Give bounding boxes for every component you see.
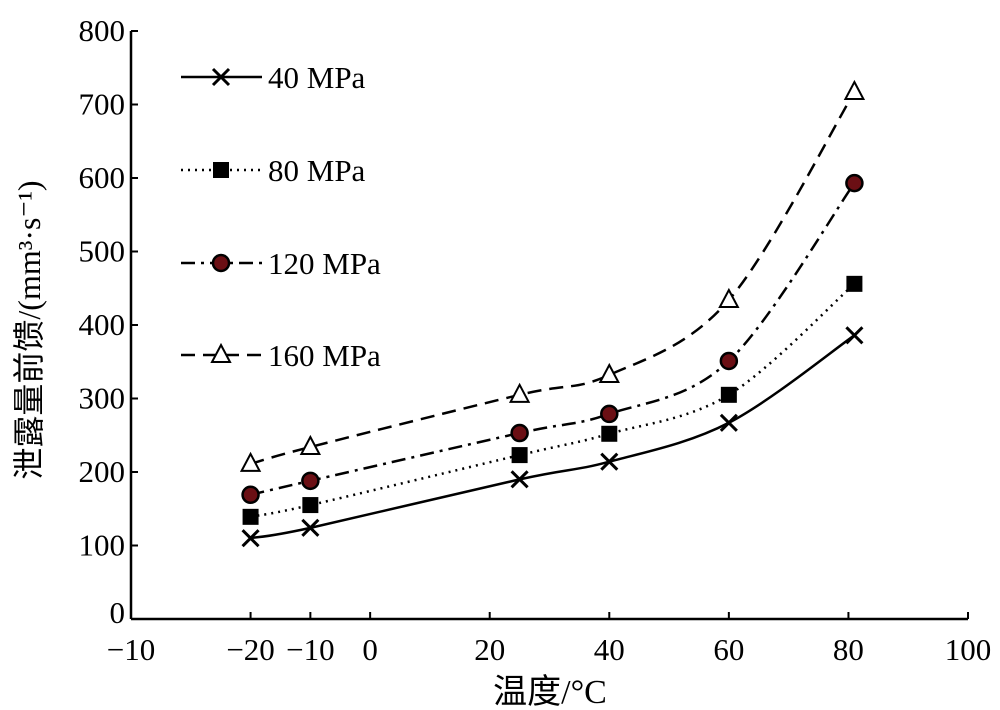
series-lines — [239, 79, 866, 548]
data-point — [510, 470, 529, 489]
legend-item: 80 MPa — [181, 153, 366, 188]
legend: 40 MPa 80 MPa 120 MPa 160 MPa — [181, 60, 381, 373]
y-tick-label: 800 — [79, 13, 126, 48]
data-point — [719, 351, 739, 371]
data-point — [845, 173, 864, 193]
data-point — [301, 471, 320, 491]
x-tick-label: −20 — [226, 632, 274, 667]
x-axis-label: 温度/°C — [493, 673, 607, 710]
legend-marker — [213, 162, 229, 178]
legend-item: 160 MPa — [181, 338, 381, 373]
x-tick-label: 100 — [945, 632, 992, 667]
data-point — [843, 79, 866, 101]
data-point — [601, 425, 618, 442]
legend-marker — [211, 253, 231, 273]
legend-item: 120 MPa — [181, 246, 381, 281]
y-tick-label: 0 — [110, 595, 126, 630]
series-line — [250, 334, 856, 540]
series-square — [242, 275, 863, 525]
x-tick-label: 80 — [833, 632, 864, 667]
y-tick-label: 700 — [79, 87, 126, 122]
x-tick-label: 0 — [362, 632, 378, 667]
x-tick-label: 20 — [474, 632, 505, 667]
axes: −10 −20 −10 0 20 40 60 80 1000100200300400500600… — [79, 13, 992, 667]
series-x — [241, 326, 864, 548]
y-tick-label: 200 — [79, 454, 126, 489]
data-point — [239, 451, 262, 472]
data-point — [846, 275, 863, 292]
x-tick-label: 60 — [713, 632, 744, 667]
data-point — [301, 518, 320, 537]
data-point — [511, 447, 528, 464]
data-point — [241, 485, 260, 505]
data-point — [510, 423, 529, 443]
data-point — [598, 362, 620, 383]
legend-label: 160 MPa — [268, 338, 381, 373]
x-tick-label: 40 — [594, 632, 625, 667]
data-point — [299, 434, 322, 456]
legend-label: 80 MPa — [268, 153, 366, 188]
legend-marker — [211, 67, 231, 87]
data-point — [241, 529, 260, 548]
data-point — [600, 452, 619, 471]
series-circle — [241, 173, 864, 505]
legend-marker — [210, 342, 232, 363]
series-line — [250, 91, 856, 466]
y-tick-label: 500 — [79, 234, 126, 269]
data-point — [720, 386, 737, 403]
y-tick-label: 300 — [79, 381, 126, 416]
y-tick-label: 400 — [79, 307, 126, 342]
legend-label: 40 MPa — [268, 60, 366, 95]
y-tick-label: 100 — [79, 528, 126, 563]
data-point — [719, 413, 738, 432]
y-tick-label: 600 — [79, 160, 126, 195]
data-point — [302, 497, 319, 514]
legend-label: 120 MPa — [268, 246, 381, 281]
series-triangle — [239, 79, 866, 472]
data-point — [718, 287, 740, 309]
x-tick-label: −10 — [107, 632, 155, 667]
data-point — [508, 382, 531, 403]
y-axis-label: 泄露量前馈/(mm³·s⁻¹) — [11, 180, 47, 479]
legend-item: 40 MPa — [181, 60, 366, 95]
x-tick-label: −10 — [286, 632, 334, 667]
data-point — [845, 326, 864, 345]
data-point — [600, 404, 619, 424]
data-point — [242, 508, 259, 525]
